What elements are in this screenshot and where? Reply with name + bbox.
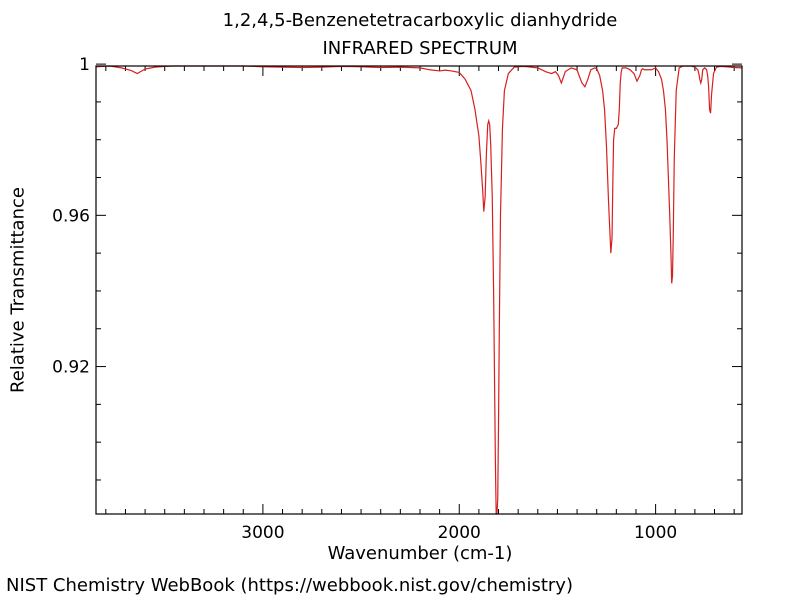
y-tick-label: 0.96: [52, 206, 90, 226]
footer-credit: NIST Chemistry WebBook (https://webbook.…: [6, 575, 573, 596]
x-tick-label: 2000: [438, 523, 481, 543]
y-axis-label: Relative Transmittance: [7, 187, 29, 393]
chart-title: 1,2,4,5-Benzenetetracarboxylic dianhydri…: [222, 10, 618, 31]
x-tick-label: 3000: [241, 523, 284, 543]
plot-frame: [95, 65, 743, 515]
y-tick-label: 1: [79, 55, 90, 75]
x-tick-label: 1000: [634, 523, 677, 543]
chart-subtitle: INFRARED SPECTRUM: [322, 38, 518, 59]
x-axis-label: Wavenumber (cm-1): [327, 543, 513, 564]
tick-labels: 3000 2000 1000 1 0.96 0.92: [52, 55, 677, 543]
series-line: [95, 65, 743, 515]
axis-ticks: [96, 63, 742, 514]
y-tick-label: 0.92: [52, 358, 90, 378]
